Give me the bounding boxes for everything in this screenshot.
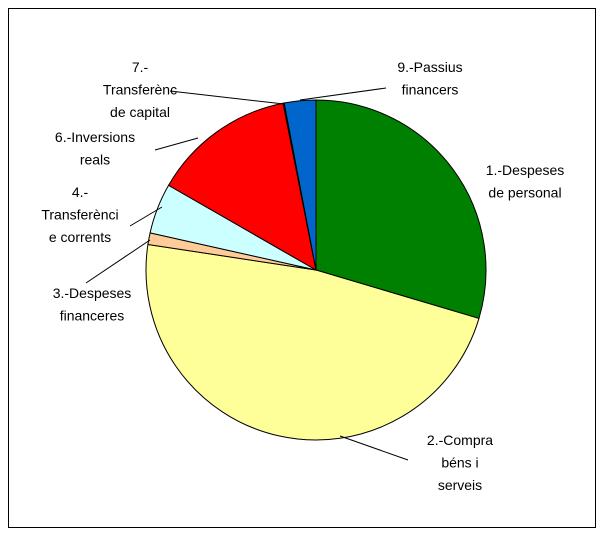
leader-line: [299, 87, 387, 101]
slice-label: 3.-Despeses financeres: [53, 285, 132, 324]
slice-label: 6.-Inversions reals: [55, 129, 135, 168]
leader-line: [85, 239, 151, 284]
pie-slice: [167, 102, 317, 271]
slice-label: 4.-Transferènci e corrents: [41, 184, 118, 245]
slice-label: 9.-Passius financers: [397, 59, 462, 98]
slice-label: 2.-Compra béns i serveis: [427, 432, 493, 493]
slice-label: 7.-Transferènc de capital: [103, 59, 177, 120]
pie-slice: [315, 99, 487, 320]
leader-line: [169, 90, 285, 105]
leader-line: [154, 137, 199, 151]
leader-line: [129, 206, 163, 227]
pie-slice: [145, 243, 480, 441]
pie-slice: [283, 99, 317, 271]
leader-line: [339, 435, 409, 461]
slice-label: 1.-Despeses de personal: [486, 162, 565, 201]
